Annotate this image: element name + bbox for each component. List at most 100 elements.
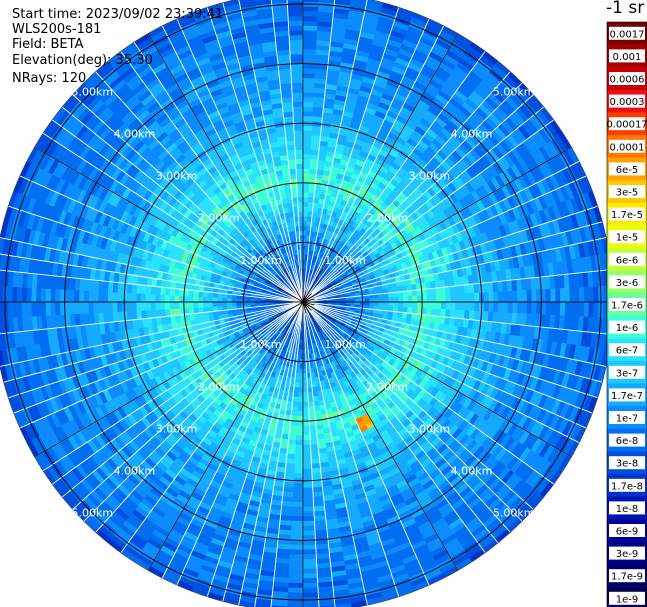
data-cell <box>302 554 317 560</box>
data-cell <box>294 463 304 470</box>
data-cell <box>431 301 437 310</box>
data-cell <box>498 291 504 303</box>
data-cell <box>308 406 315 412</box>
data-cell <box>398 296 404 303</box>
data-cell <box>290 410 298 417</box>
data-cell <box>308 187 316 194</box>
data-cell <box>445 309 451 318</box>
data-cell <box>310 453 320 460</box>
data-cell <box>302 563 318 570</box>
data-cell <box>302 430 311 436</box>
data-cell <box>290 535 304 541</box>
data-cell <box>302 506 315 512</box>
data-cell <box>298 382 304 389</box>
data-cell <box>289 544 304 551</box>
data-cell <box>564 301 571 317</box>
data-cell <box>459 310 466 320</box>
data-cell <box>302 516 315 522</box>
data-cell <box>459 293 466 303</box>
data-cell <box>302 420 310 427</box>
data-cell <box>474 301 480 312</box>
data-cell <box>302 535 316 541</box>
data-cell <box>302 177 310 184</box>
data-cell <box>412 295 418 303</box>
data-cell <box>302 387 308 393</box>
data-cell <box>284 472 295 479</box>
data-cell <box>302 525 316 532</box>
data-cell <box>302 230 307 236</box>
data-cell <box>402 296 409 303</box>
data-cell <box>411 307 418 315</box>
data-cell <box>302 444 311 451</box>
data-cell <box>459 301 466 311</box>
data-cell <box>302 435 311 441</box>
data-cell <box>302 34 318 41</box>
data-cell <box>302 482 313 489</box>
data-cell <box>302 511 315 517</box>
data-cell <box>469 292 475 303</box>
data-cell <box>302 144 312 150</box>
data-cell <box>302 425 310 431</box>
data-cell <box>417 301 423 309</box>
data-cell <box>299 363 304 369</box>
data-cell <box>302 501 314 508</box>
data-cell <box>311 139 321 146</box>
data-cell <box>302 15 319 22</box>
data-cell <box>545 288 552 303</box>
data-cell <box>412 301 418 309</box>
data-cell <box>311 130 322 137</box>
data-cell <box>559 301 566 316</box>
data-cell <box>302 401 309 408</box>
data-cell <box>302 211 308 217</box>
data-cell <box>302 411 310 417</box>
data-cell <box>287 582 304 589</box>
data-cell <box>574 287 580 303</box>
data-cell <box>583 301 590 318</box>
data-cell <box>302 439 311 446</box>
data-cell <box>302 134 312 141</box>
data-cell <box>288 577 304 584</box>
data-cell <box>302 149 312 155</box>
data-cell <box>313 400 320 407</box>
data-cell <box>308 192 315 198</box>
data-cell <box>310 154 319 160</box>
data-cell <box>493 291 499 303</box>
data-cell <box>464 310 470 320</box>
data-cell <box>507 290 513 303</box>
data-cell <box>502 291 509 303</box>
data-cell <box>426 295 432 303</box>
data-cell <box>288 568 304 574</box>
data-cell <box>295 430 304 436</box>
data-cell <box>294 458 304 465</box>
data-cell <box>455 293 461 303</box>
data-cell <box>440 309 447 318</box>
data-cell <box>483 292 490 303</box>
data-cell <box>421 301 428 309</box>
data-cell <box>350 0 368 4</box>
data-cell <box>401 312 408 319</box>
data-cell <box>310 144 320 151</box>
data-cell <box>302 63 316 69</box>
data-cell <box>287 587 304 594</box>
data-cell <box>296 411 304 417</box>
data-cell <box>569 301 575 317</box>
data-cell <box>302 10 319 17</box>
data-cell <box>297 406 304 412</box>
data-cell <box>291 511 304 517</box>
data-cell <box>302 492 314 498</box>
data-cell <box>488 301 494 313</box>
data-cell <box>302 215 308 222</box>
data-cell <box>430 287 437 296</box>
data-cell <box>531 289 537 303</box>
data-cell <box>309 163 318 170</box>
data-cell <box>302 92 315 98</box>
data-cell <box>311 125 322 132</box>
data-cell <box>593 286 599 303</box>
data-cell <box>302 115 313 122</box>
data-cell <box>302 225 308 231</box>
data-cell <box>440 294 447 303</box>
data-cell <box>469 301 475 312</box>
data-cell <box>435 287 442 296</box>
data-cell <box>302 454 312 460</box>
